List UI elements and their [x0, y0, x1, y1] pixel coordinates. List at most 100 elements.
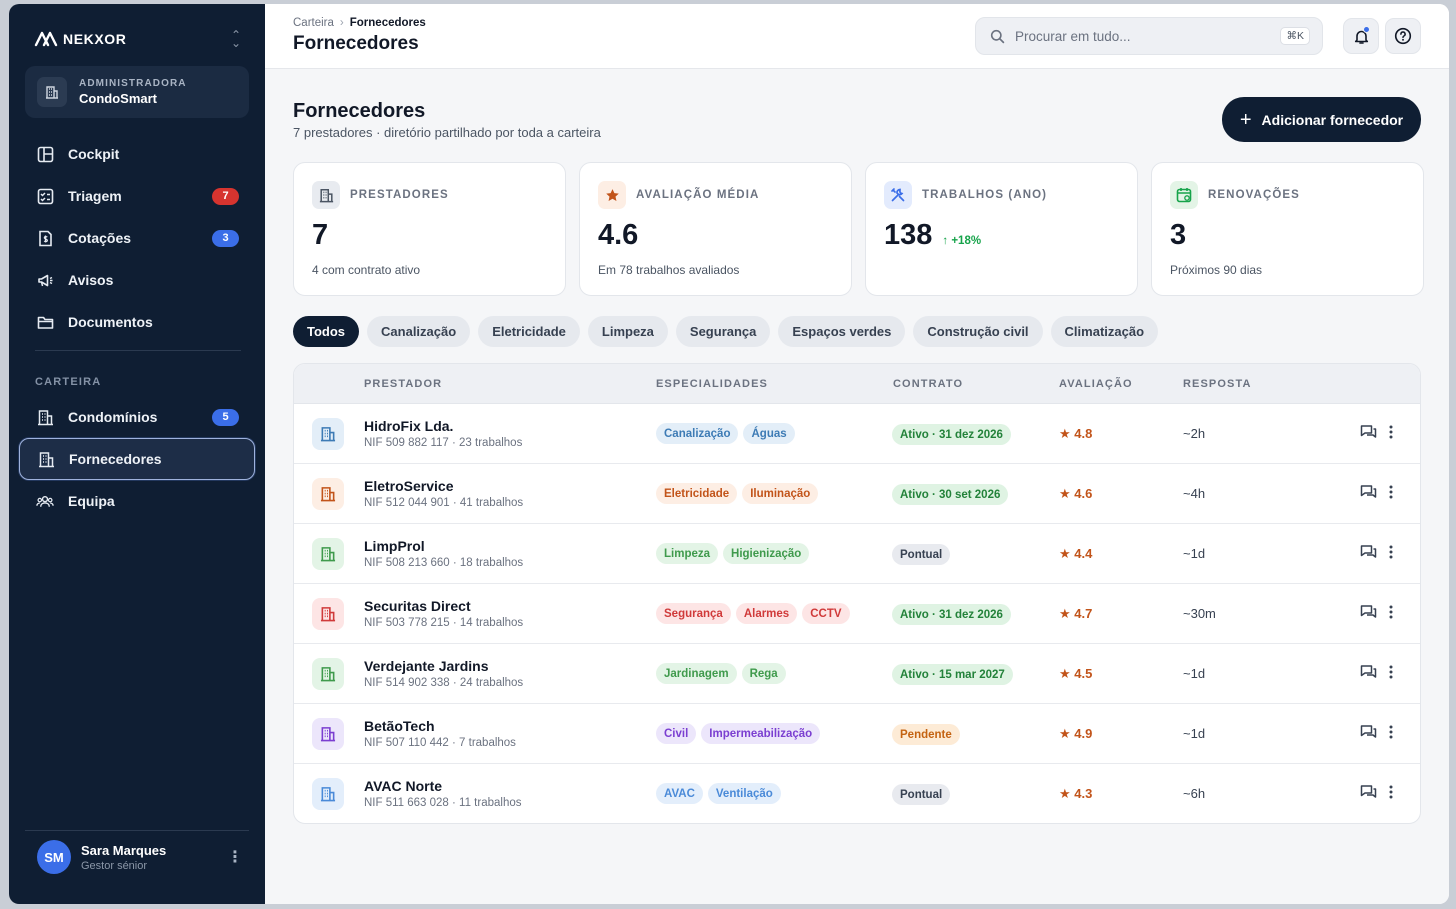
user-name: Sara Marques [81, 842, 167, 858]
message-icon[interactable] [1360, 724, 1377, 745]
kpi-label: AVALIAÇÃO MÉDIA [636, 189, 760, 201]
column-header[interactable]: CONTRATO [893, 378, 964, 390]
more-vertical-icon[interactable] [1389, 725, 1393, 744]
response-time: ~2h [1183, 426, 1206, 441]
quote-icon [36, 229, 54, 247]
table-row[interactable]: Securitas Direct NIF 503 778 215 · 14 tr… [294, 584, 1420, 644]
nav-item-cotacoes[interactable]: Cotações 3 [19, 217, 255, 259]
more-vertical-icon[interactable] [1389, 785, 1393, 804]
message-icon[interactable] [1360, 664, 1377, 685]
message-icon[interactable] [1360, 784, 1377, 805]
filter-chip-espacos-verdes[interactable]: Espaços verdes [778, 316, 906, 347]
search-icon [990, 29, 1005, 43]
user-role: Gestor sénior [81, 859, 148, 872]
message-icon[interactable] [1360, 604, 1377, 625]
table-row[interactable]: BetãoTech NIF 507 110 442 · 7 trabalhos … [294, 704, 1420, 764]
workspace-switch-icon[interactable]: ⌃ ⌄ [230, 28, 241, 50]
kpi-value: 3 [1170, 219, 1187, 251]
table-row[interactable]: LimpProl NIF 508 213 660 · 18 trabalhos … [294, 524, 1420, 584]
contract-badge: Ativo · 15 mar 2027 [892, 664, 1013, 685]
org-switcher[interactable]: ADMINISTRADORA CondoSmart [25, 66, 249, 118]
table-header: PRESTADOR ESPECIALIDADES CONTRATO AVALIA… [294, 364, 1420, 404]
table-row[interactable]: EletroService NIF 512 044 901 · 41 traba… [294, 464, 1420, 524]
more-vertical-icon[interactable] [1389, 485, 1393, 504]
nav-item-equipa[interactable]: Equipa [19, 480, 255, 522]
supplier-meta: NIF 509 882 117 · 23 trabalhos [364, 437, 523, 449]
table-row[interactable]: AVAC Norte NIF 511 663 028 · 11 trabalho… [294, 764, 1420, 823]
page-subtitle: 7 prestadores · diretório partilhado por… [293, 125, 601, 140]
supplier-meta: NIF 511 663 028 · 11 trabalhos [364, 797, 522, 809]
kpi-value: 138 [884, 219, 933, 251]
column-header[interactable]: ESPECIALIDADES [656, 378, 768, 390]
add-supplier-button[interactable]: + Adicionar fornecedor [1222, 97, 1421, 142]
nav-item-cockpit[interactable]: Cockpit [19, 133, 255, 175]
global-search[interactable]: ⌘K [975, 17, 1323, 55]
supplier-name[interactable]: HidroFix Lda. [364, 418, 454, 434]
supplier-name[interactable]: AVAC Norte [364, 778, 443, 794]
more-vertical-icon[interactable] [1389, 545, 1393, 564]
rating-value: ★ 4.9 [1059, 726, 1093, 741]
specialty-tag: Civil [656, 723, 697, 744]
specialty-tag: Águas [743, 423, 795, 444]
building-icon [37, 450, 55, 468]
rating-value: ★ 4.6 [1059, 486, 1093, 501]
count-badge: 5 [212, 408, 239, 426]
supplier-name[interactable]: BetãoTech [364, 718, 435, 734]
main-content: Carteira › Fornecedores Fornecedores ⌘K Fo… [265, 4, 1449, 904]
help-button[interactable] [1385, 18, 1421, 54]
breadcrumb-link[interactable]: Carteira [293, 17, 334, 29]
more-vertical-icon[interactable] [1389, 665, 1393, 684]
filter-chip-todos[interactable]: Todos [293, 316, 360, 347]
row-actions [1360, 784, 1393, 805]
building-icon [312, 418, 344, 450]
suppliers-table: PRESTADOR ESPECIALIDADES CONTRATO AVALIA… [293, 363, 1421, 824]
nav-item-fornecedores[interactable]: Fornecedores [19, 438, 255, 480]
count-badge: 3 [212, 229, 239, 247]
filter-chip-seguranca[interactable]: Segurança [675, 316, 771, 347]
filter-chip-climatizacao[interactable]: Climatização [1050, 316, 1159, 347]
more-vertical-icon[interactable] [1389, 425, 1393, 444]
supplier-name[interactable]: LimpProl [364, 538, 425, 554]
specialty-tag: Higienização [723, 543, 810, 564]
supplier-name[interactable]: Securitas Direct [364, 598, 471, 614]
column-header[interactable]: AVALIAÇÃO [1059, 378, 1133, 390]
folder-icon [36, 313, 54, 331]
message-icon[interactable] [1360, 544, 1377, 565]
table-body: HidroFix Lda. NIF 509 882 117 · 23 traba… [294, 404, 1420, 823]
message-icon[interactable] [1360, 424, 1377, 445]
nav-item-condominios[interactable]: Condomínios 5 [19, 396, 255, 438]
nav-item-label: Cockpit [68, 146, 120, 162]
filter-chip-limpeza[interactable]: Limpeza [587, 316, 668, 347]
brand[interactable]: NEKXOR ⌃ ⌄ [33, 28, 241, 50]
filter-chip-eletricidade[interactable]: Eletricidade [478, 316, 580, 347]
message-icon[interactable] [1360, 484, 1377, 505]
column-header[interactable]: PRESTADOR [364, 378, 443, 390]
kpi-card-avaliacao: AVALIAÇÃO MÉDIA 4.6 Em 78 trabalhos aval… [579, 162, 852, 296]
more-vertical-icon[interactable] [1389, 605, 1393, 624]
search-input[interactable] [1015, 28, 1265, 44]
table-row[interactable]: HidroFix Lda. NIF 509 882 117 · 23 traba… [294, 404, 1420, 464]
building-icon [312, 658, 344, 690]
rating-value: ★ 4.7 [1059, 606, 1093, 621]
supplier-name[interactable]: Verdejante Jardins [364, 658, 489, 674]
specialty-tag: Impermeabilização [701, 723, 821, 744]
supplier-meta: NIF 514 902 338 · 24 trabalhos [364, 677, 524, 689]
org-kicker: ADMINISTRADORA [79, 78, 187, 89]
rating-value: ★ 4.3 [1059, 786, 1093, 801]
column-header[interactable]: RESPOSTA [1183, 378, 1252, 390]
more-vertical-icon[interactable]: ⋮ [227, 849, 243, 866]
specialty-tags: Jardinagem Rega [656, 663, 786, 684]
filter-chip-canalizacao[interactable]: Canalização [367, 316, 471, 347]
nav-item-avisos[interactable]: Avisos [19, 259, 255, 301]
tools-icon [884, 181, 912, 209]
notification-dot [1363, 26, 1370, 33]
user-profile[interactable]: SM Sara Marques Gestor sénior ⋮ [37, 840, 243, 874]
supplier-name[interactable]: EletroService [364, 478, 454, 494]
nav-item-label: Fornecedores [69, 451, 162, 467]
filter-chip-construcao-civil[interactable]: Construção civil [913, 316, 1043, 347]
table-row[interactable]: Verdejante Jardins NIF 514 902 338 · 24 … [294, 644, 1420, 704]
nav-item-triagem[interactable]: Triagem 7 [19, 175, 255, 217]
notifications-button[interactable] [1343, 18, 1379, 54]
nav-item-documentos[interactable]: Documentos [19, 301, 255, 343]
kpi-note: Em 78 trabalhos avaliados [598, 263, 740, 277]
